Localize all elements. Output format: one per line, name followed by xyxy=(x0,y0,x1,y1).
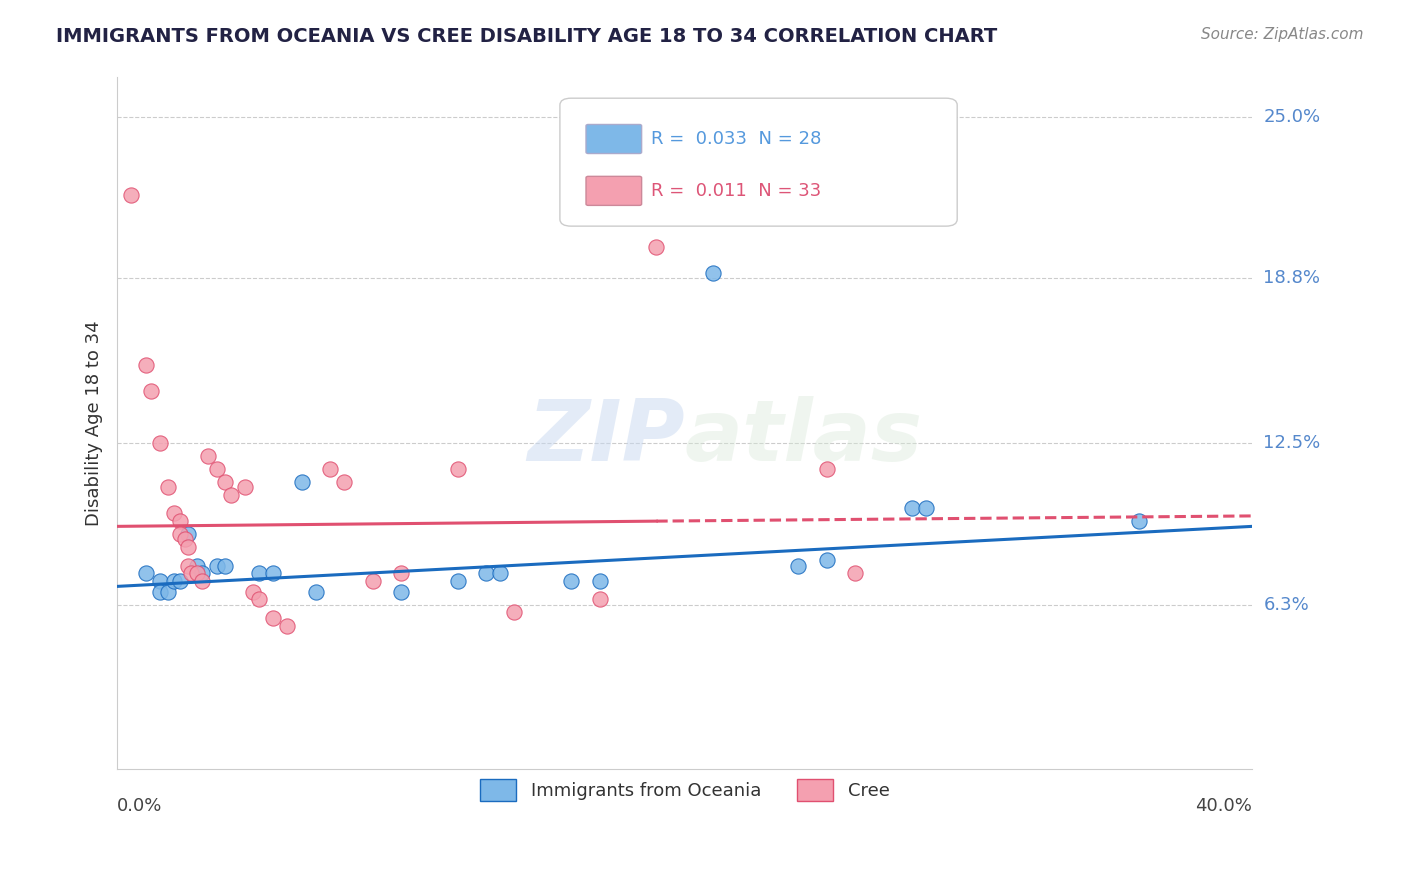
Point xyxy=(645,240,668,254)
Point xyxy=(1128,514,1150,528)
Point xyxy=(180,566,202,581)
Point xyxy=(333,475,356,489)
Text: 0.0%: 0.0% xyxy=(117,797,163,814)
Point xyxy=(475,566,498,581)
Point xyxy=(489,566,512,581)
Point xyxy=(191,566,214,581)
Point xyxy=(503,606,526,620)
Point xyxy=(174,533,197,547)
Point xyxy=(389,584,412,599)
Point xyxy=(169,514,191,528)
Point xyxy=(645,201,668,215)
Point xyxy=(247,592,270,607)
Legend: Immigrants from Oceania, Cree: Immigrants from Oceania, Cree xyxy=(472,772,897,808)
Point xyxy=(149,435,172,450)
Point xyxy=(844,566,866,581)
Point xyxy=(163,506,186,520)
Text: R =  0.011  N = 33: R = 0.011 N = 33 xyxy=(651,182,821,200)
Point xyxy=(186,558,208,573)
Point xyxy=(157,480,180,494)
FancyBboxPatch shape xyxy=(586,177,641,205)
Point xyxy=(135,358,157,372)
Point xyxy=(560,574,582,589)
Point xyxy=(588,574,610,589)
Point xyxy=(197,449,219,463)
Point xyxy=(135,566,157,581)
Point xyxy=(702,266,724,280)
Point xyxy=(815,462,838,476)
Point xyxy=(191,574,214,589)
Y-axis label: Disability Age 18 to 34: Disability Age 18 to 34 xyxy=(86,320,103,526)
Point xyxy=(305,584,328,599)
Point xyxy=(169,574,191,589)
Point xyxy=(319,462,342,476)
Point xyxy=(262,610,284,624)
Point xyxy=(205,462,228,476)
Text: R =  0.033  N = 28: R = 0.033 N = 28 xyxy=(651,130,821,148)
Text: atlas: atlas xyxy=(685,395,922,479)
Point xyxy=(149,574,172,589)
Point xyxy=(291,475,314,489)
Point xyxy=(233,480,256,494)
Text: 12.5%: 12.5% xyxy=(1264,434,1320,452)
Point xyxy=(915,501,938,516)
Point xyxy=(157,584,180,599)
Text: Source: ZipAtlas.com: Source: ZipAtlas.com xyxy=(1201,27,1364,42)
Point xyxy=(447,462,470,476)
Text: 25.0%: 25.0% xyxy=(1264,108,1320,126)
Point xyxy=(901,501,924,516)
Point xyxy=(177,540,200,554)
Text: 6.3%: 6.3% xyxy=(1264,596,1309,614)
Point xyxy=(588,592,610,607)
Point xyxy=(447,574,470,589)
Text: 18.8%: 18.8% xyxy=(1264,269,1320,287)
Point xyxy=(205,558,228,573)
Point xyxy=(177,558,200,573)
FancyBboxPatch shape xyxy=(560,98,957,227)
Point xyxy=(787,558,810,573)
Point xyxy=(389,566,412,581)
Point xyxy=(186,566,208,581)
Point xyxy=(163,574,186,589)
Point xyxy=(276,618,298,632)
Point xyxy=(120,187,142,202)
Point xyxy=(219,488,242,502)
FancyBboxPatch shape xyxy=(586,125,641,153)
Text: IMMIGRANTS FROM OCEANIA VS CREE DISABILITY AGE 18 TO 34 CORRELATION CHART: IMMIGRANTS FROM OCEANIA VS CREE DISABILI… xyxy=(56,27,997,45)
Text: 40.0%: 40.0% xyxy=(1195,797,1253,814)
Point xyxy=(242,584,264,599)
Text: ZIP: ZIP xyxy=(527,395,685,479)
Point xyxy=(169,527,191,541)
Point xyxy=(247,566,270,581)
Point xyxy=(214,558,236,573)
Point xyxy=(815,553,838,567)
Point xyxy=(177,527,200,541)
Point xyxy=(262,566,284,581)
Point xyxy=(214,475,236,489)
Point xyxy=(149,584,172,599)
Point xyxy=(141,384,163,398)
Point xyxy=(361,574,384,589)
